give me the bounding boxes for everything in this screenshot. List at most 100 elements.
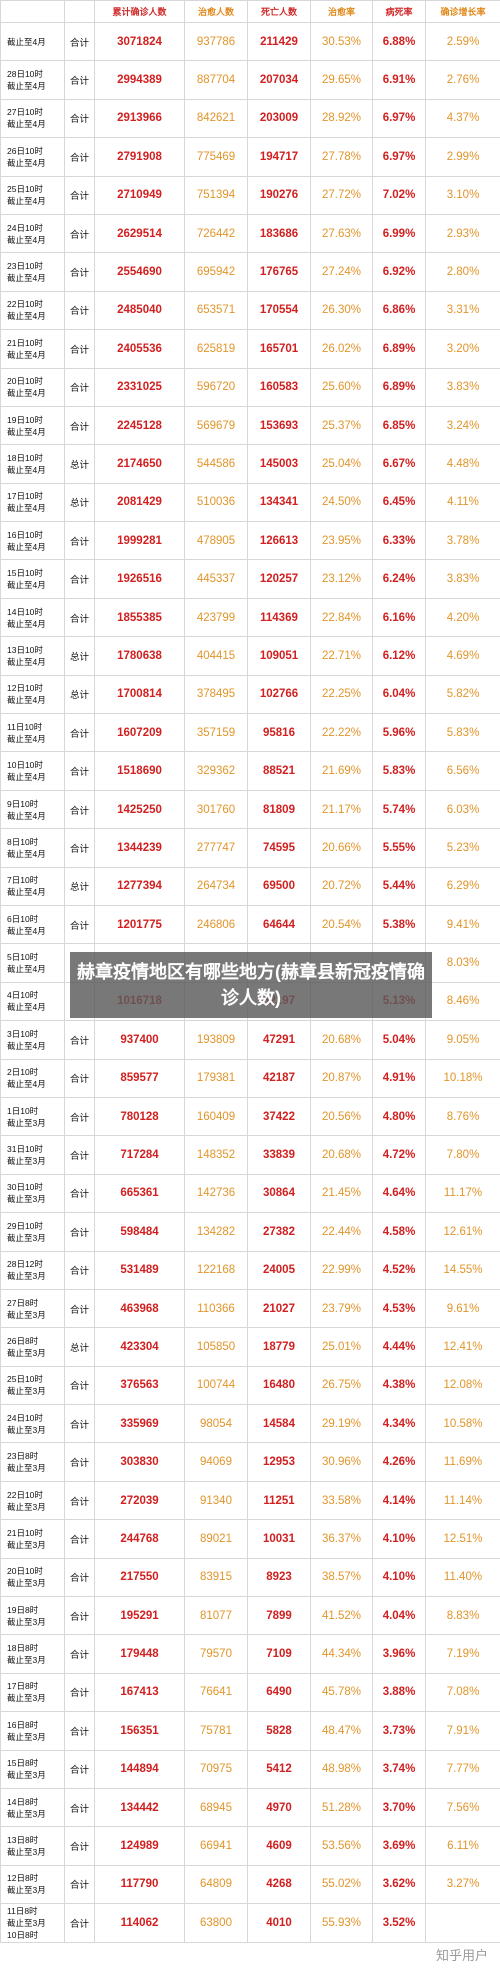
confirmed-cell: 167413 bbox=[94, 1672, 185, 1713]
cure-rate-cell: 23.12% bbox=[310, 559, 373, 599]
cured-cell: 91340 bbox=[184, 1480, 248, 1521]
cure-rate-cell: 25.04% bbox=[310, 444, 373, 484]
row-date: 6日10时 截止至4月 bbox=[0, 904, 65, 945]
table-body: 截止至4月 合计 3071824 937786 211429 30.53% 6.88% 2.5… bbox=[0, 21, 500, 1943]
confirmed-cell: 1855385 bbox=[94, 597, 185, 638]
cured-cell: 70975 bbox=[184, 1749, 248, 1789]
row-label: 合计 bbox=[64, 1672, 95, 1713]
cure-rate-cell: 21.45% bbox=[310, 1173, 373, 1214]
growth-cell: 11.40% bbox=[425, 1557, 500, 1598]
confirmed-cell: 2174650 bbox=[94, 444, 185, 484]
growth-cell: 3.20% bbox=[425, 329, 500, 369]
cure-rate-cell: 55.93% bbox=[310, 1903, 373, 1943]
fatality-cell: 4.72% bbox=[372, 1135, 426, 1175]
overlay-title: 赫章疫情地区有哪些地方(赫章县新冠疫情确诊人数) bbox=[77, 962, 425, 1008]
fatality-cell: 3.52% bbox=[372, 1903, 426, 1943]
cure-rate-cell: 30.53% bbox=[310, 21, 373, 62]
row-label: 合计 bbox=[64, 1749, 95, 1789]
deaths-cell: 114369 bbox=[247, 597, 311, 638]
table-row: 22日10时 截止至3月 合计 272039 91340 11251 33.58% 4.14%… bbox=[0, 1480, 500, 1521]
growth-cell: 11.69% bbox=[425, 1442, 500, 1482]
table-row: 13日8时 截止至3月 合计 124989 66941 4609 53.56% 3.69% 6.… bbox=[0, 1826, 500, 1866]
deaths-cell: 88521 bbox=[247, 751, 311, 791]
row-date: 11日10时 截止至4月 bbox=[0, 713, 65, 753]
fatality-cell: 4.91% bbox=[372, 1058, 426, 1098]
row-date: 5日10时 截止至4月 bbox=[0, 943, 65, 983]
growth-cell: 3.78% bbox=[425, 521, 500, 561]
confirmed-cell: 217550 bbox=[94, 1557, 185, 1598]
watermark: 知乎用户 bbox=[435, 1948, 488, 1963]
cure-rate-cell: 22.71% bbox=[310, 636, 373, 676]
table-row: 28日10时 截止至4月 合计 2994389 887704 207034 29.65% 6.… bbox=[0, 60, 500, 100]
row-date: 19日10时 截止至4月 bbox=[0, 405, 65, 446]
row-date: 17日10时 截止至4月 bbox=[0, 482, 65, 523]
cured-cell: 445337 bbox=[184, 559, 248, 599]
fatality-cell: 6.97% bbox=[372, 98, 426, 139]
cure-rate-cell: 28.92% bbox=[310, 98, 373, 139]
row-date: 13日8时 截止至3月 bbox=[0, 1826, 65, 1866]
cure-rate-cell: 21.69% bbox=[310, 751, 373, 791]
row-date: 2日10时 截止至4月 bbox=[0, 1058, 65, 1098]
row-label: 合计 bbox=[64, 1596, 95, 1636]
cure-rate-cell: 20.54% bbox=[310, 904, 373, 945]
table-row: 26日8时 截止至3月 总计 423304 105850 18779 25.01% 4.44%… bbox=[0, 1327, 500, 1367]
row-date: 29日10时 截止至3月 bbox=[0, 1212, 65, 1252]
table-row: 1日10时 截止至3月 合计 780128 160409 37422 20.56% 4.80%… bbox=[0, 1096, 500, 1137]
confirmed-cell: 598484 bbox=[94, 1212, 185, 1252]
cured-cell: 83915 bbox=[184, 1557, 248, 1598]
confirmed-cell: 114062 bbox=[94, 1903, 185, 1943]
row-date: 14日8时 截止至3月 bbox=[0, 1787, 65, 1828]
row-date: 23日8时 截止至3月 bbox=[0, 1442, 65, 1482]
fatality-cell: 6.92% bbox=[372, 252, 426, 292]
growth-cell: 3.83% bbox=[425, 559, 500, 599]
deaths-cell: 81809 bbox=[247, 789, 311, 830]
growth-cell: 9.41% bbox=[425, 904, 500, 945]
fatality-cell: 5.55% bbox=[372, 828, 426, 868]
cured-cell: 63800 bbox=[184, 1903, 248, 1943]
row-label: 合计 bbox=[64, 521, 95, 561]
cured-cell: 264734 bbox=[184, 866, 248, 906]
growth-cell: 11.17% bbox=[425, 1173, 500, 1214]
table-row: 11日10时 截止至4月 合计 1607209 357159 95816 22.22% 5.9… bbox=[0, 713, 500, 753]
last-row-date-tail: 10日8时 bbox=[7, 1929, 39, 1940]
growth-cell bbox=[425, 1903, 500, 1943]
row-label: 总计 bbox=[64, 674, 95, 715]
row-date: 30日10时 截止至3月 bbox=[0, 1173, 65, 1214]
cure-rate-cell: 27.72% bbox=[310, 175, 373, 215]
header-date bbox=[0, 0, 65, 23]
row-label: 合计 bbox=[64, 405, 95, 446]
confirmed-cell: 2485040 bbox=[94, 290, 185, 331]
deaths-cell: 16480 bbox=[247, 1365, 311, 1406]
row-date: 14日10时 截止至4月 bbox=[0, 597, 65, 638]
cured-cell: 75781 bbox=[184, 1711, 248, 1751]
cured-cell: 775469 bbox=[184, 137, 248, 177]
confirmed-cell: 117790 bbox=[94, 1864, 185, 1905]
deaths-cell: 30864 bbox=[247, 1173, 311, 1214]
deaths-cell: 69500 bbox=[247, 866, 311, 906]
table-row: 31日10时 截止至3月 合计 717284 148352 33839 20.68% 4.72… bbox=[0, 1135, 500, 1175]
row-label: 总计 bbox=[64, 1327, 95, 1367]
cured-cell: 122168 bbox=[184, 1250, 248, 1290]
row-label: 合计 bbox=[64, 98, 95, 139]
row-label: 合计 bbox=[64, 597, 95, 638]
cured-cell: 569679 bbox=[184, 405, 248, 446]
cured-cell: 142736 bbox=[184, 1173, 248, 1214]
fatality-cell: 4.34% bbox=[372, 1404, 426, 1444]
row-date: 22日10时 截止至3月 bbox=[0, 1480, 65, 1521]
row-label: 合计 bbox=[64, 1826, 95, 1866]
row-date: 7日10时 截止至4月 bbox=[0, 866, 65, 906]
confirmed-cell: 1518690 bbox=[94, 751, 185, 791]
table-row: 截止至4月 合计 3071824 937786 211429 30.53% 6.88% 2.5… bbox=[0, 21, 500, 62]
cured-cell: 378495 bbox=[184, 674, 248, 715]
table-row: 29日10时 截止至3月 合计 598484 134282 27382 22.44% 4.58… bbox=[0, 1212, 500, 1252]
confirmed-cell: 1999281 bbox=[94, 521, 185, 561]
confirmed-cell: 156351 bbox=[94, 1711, 185, 1751]
fatality-cell: 7.02% bbox=[372, 175, 426, 215]
confirmed-cell: 717284 bbox=[94, 1135, 185, 1175]
growth-cell: 7.91% bbox=[425, 1711, 500, 1751]
fatality-cell: 6.99% bbox=[372, 213, 426, 254]
growth-cell: 2.80% bbox=[425, 252, 500, 292]
row-label: 合计 bbox=[64, 1250, 95, 1290]
cure-rate-cell: 29.65% bbox=[310, 60, 373, 100]
growth-cell: 12.41% bbox=[425, 1327, 500, 1367]
